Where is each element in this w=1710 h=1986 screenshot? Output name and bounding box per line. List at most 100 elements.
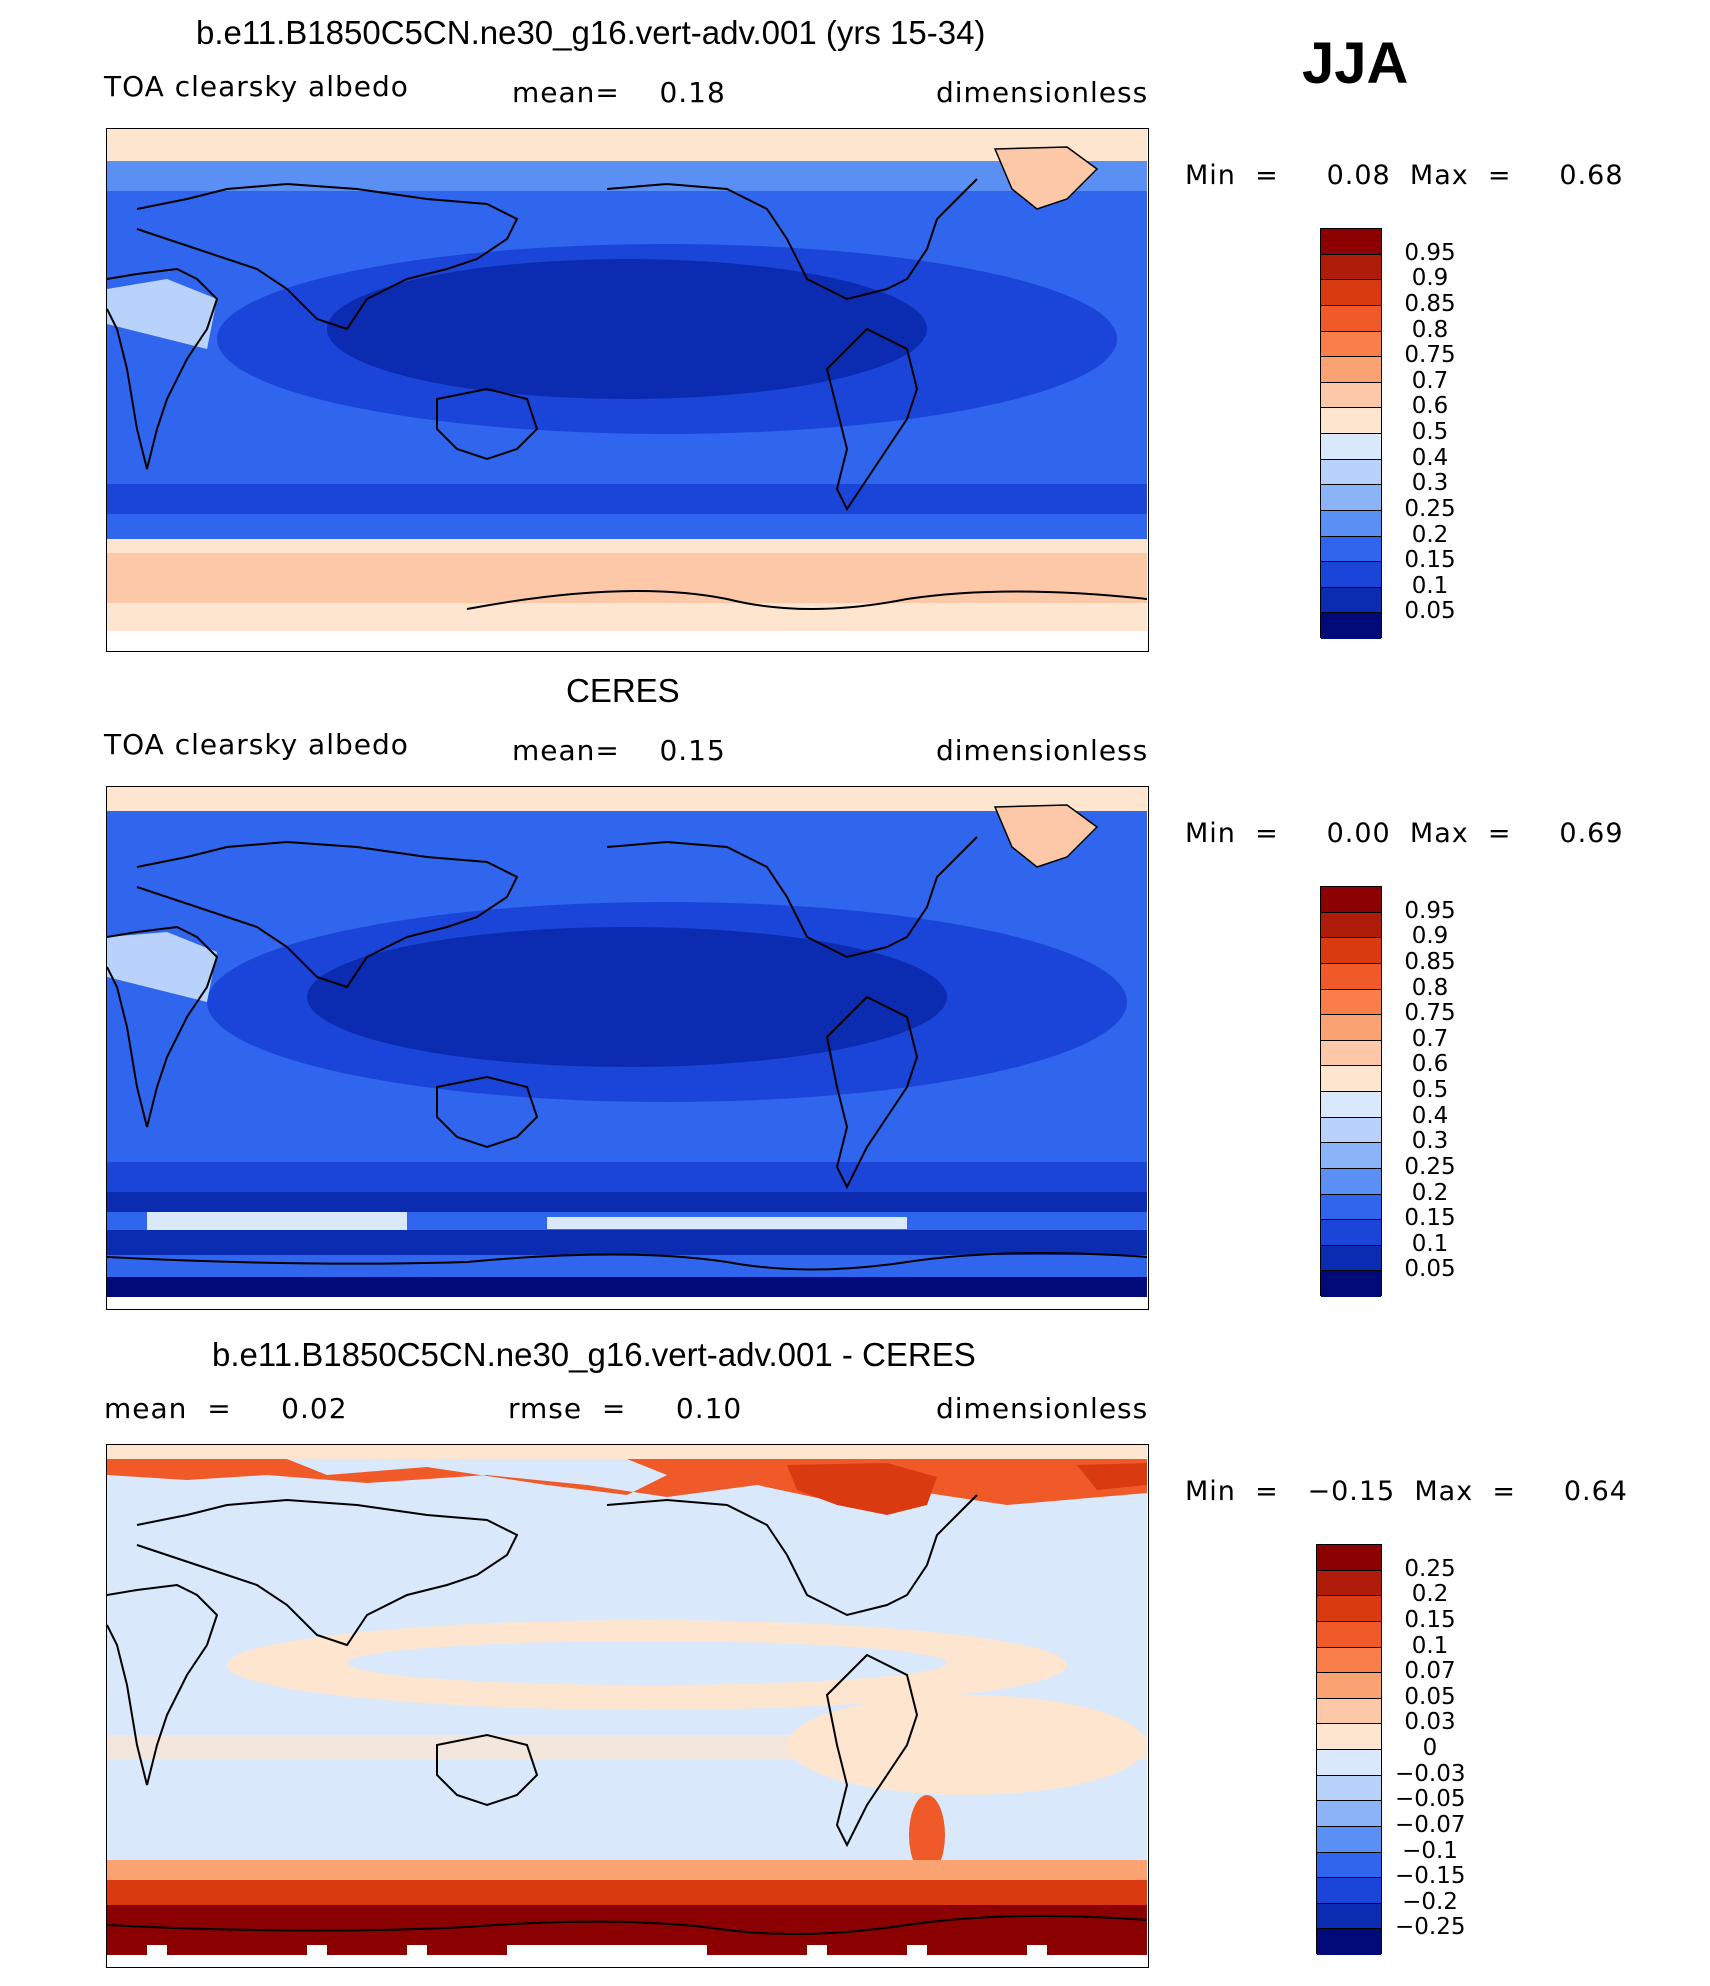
panel3-seaice-edge2 [107, 1880, 1147, 1905]
panel1-sahara-bright [107, 279, 217, 349]
colorbar-swatch [1321, 887, 1381, 913]
panel1-missing-band [107, 631, 1147, 650]
colorbar-swatch [1317, 1903, 1381, 1930]
panel3-colorbar [1316, 1544, 1382, 1955]
panel3-coastlines [107, 1494, 1147, 1935]
panel2-southern-band [107, 1162, 1147, 1192]
panel3-rmse-label: rmse = 0.10 [508, 1392, 743, 1425]
colorbar-tick-label: 0.1 [1411, 1632, 1449, 1659]
panel2-antarctic-band [107, 1255, 1147, 1277]
panel3-southern-positive [107, 1735, 1147, 1760]
colorbar-swatch [1317, 1878, 1381, 1904]
colorbar-swatch [1321, 938, 1381, 964]
colorbar-swatch [1321, 254, 1381, 281]
colorbar-tick-label: 0.3 [1411, 1128, 1449, 1155]
panel1-colorbar-labels: 0.95 0.9 0.85 0.8 0.75 0.7 0.6 0.5 0.4 0.3 0.25 0.2… [1395, 228, 1515, 638]
colorbar-swatch [1317, 1647, 1381, 1674]
panel1-map [106, 128, 1149, 652]
colorbar-swatch [1317, 1570, 1381, 1597]
panel1-pacific-low [327, 259, 927, 399]
panel2-units-label: dimensionless [936, 734, 1149, 767]
panel2-missing-band [107, 1297, 1147, 1308]
colorbar-swatch [1321, 510, 1381, 537]
colorbar-tick-label: 0.15 [1404, 1606, 1456, 1633]
colorbar-swatch [1321, 1092, 1381, 1118]
colorbar-tick-label: 0.05 [1404, 1683, 1456, 1710]
panel3-arctic-band [107, 1445, 1147, 1459]
panel3-units-label: dimensionless [936, 1392, 1149, 1425]
colorbar-tick-label: 0.8 [1411, 974, 1449, 1001]
panel2-title: CERES [566, 672, 680, 709]
colorbar-swatch [1317, 1698, 1381, 1725]
panel3-colorbar-labels: 0.25 0.2 0.15 0.1 0.07 0.05 0.03 0 −0.03 −0.05 −0.… [1395, 1544, 1515, 1954]
colorbar-swatch [1317, 1801, 1381, 1827]
panel3-minmax: Min = −0.15 Max = 0.64 [1185, 1476, 1628, 1507]
colorbar-tick-label: 0.85 [1404, 948, 1456, 975]
colorbar-swatch [1321, 1143, 1381, 1169]
colorbar-swatch [1321, 280, 1381, 306]
panel1-antarctic-interior [107, 603, 1147, 631]
panel3-mean-label: mean = 0.02 [104, 1392, 348, 1425]
panel1-units-label: dimensionless [936, 76, 1149, 109]
panel2-pacific-low [307, 927, 947, 1067]
panel1-colorbar [1320, 228, 1382, 639]
panel2-coastlines [107, 836, 1147, 1271]
colorbar-tick-label: 0.5 [1411, 1077, 1449, 1103]
colorbar-tick-label: 0.05 [1404, 1256, 1456, 1283]
colorbar-tick-label: 0.95 [1404, 239, 1456, 266]
panel2-seaice-patch1 [147, 1212, 407, 1230]
colorbar-tick-label: 0.9 [1411, 265, 1449, 292]
colorbar-swatch [1321, 382, 1381, 409]
panel3-tropic-inner [347, 1641, 947, 1685]
colorbar-swatch [1321, 1066, 1381, 1092]
colorbar-tick-label: −0.05 [1395, 1786, 1466, 1813]
colorbar-tick-label: 0.05 [1404, 598, 1456, 625]
colorbar-tick-label: 0.95 [1404, 897, 1456, 924]
panel2-arctic-band [107, 787, 1147, 811]
colorbar-swatch [1321, 1117, 1381, 1144]
panel2-sahara-bright [107, 932, 217, 1002]
colorbar-tick-label: −0.1 [1402, 1837, 1458, 1864]
colorbar-swatch [1321, 989, 1381, 1016]
colorbar-swatch [1321, 1245, 1381, 1272]
panel2-colorbar [1320, 886, 1382, 1297]
colorbar-swatch [1321, 331, 1381, 358]
colorbar-tick-label: −0.2 [1402, 1888, 1458, 1915]
colorbar-tick-label: −0.07 [1395, 1811, 1466, 1838]
colorbar-swatch [1321, 1168, 1381, 1195]
colorbar-tick-label: 0.4 [1411, 444, 1449, 471]
panel2-antarctic-dark [107, 1230, 1147, 1255]
colorbar-tick-label: 0.3 [1411, 470, 1449, 497]
panel1-minmax: Min = 0.08 Max = 0.68 [1185, 160, 1624, 191]
colorbar-swatch [1321, 587, 1381, 614]
colorbar-swatch [1321, 1015, 1381, 1041]
colorbar-swatch [1321, 536, 1381, 563]
colorbar-swatch [1321, 408, 1381, 434]
season-label: JJA [1302, 31, 1409, 96]
colorbar-swatch [1321, 305, 1381, 332]
colorbar-tick-label: 0.7 [1411, 367, 1449, 394]
colorbar-swatch [1317, 1621, 1381, 1648]
colorbar-tick-label: 0.75 [1404, 1000, 1456, 1027]
colorbar-tick-label: 0.7 [1411, 1025, 1449, 1052]
colorbar-swatch [1321, 459, 1381, 486]
colorbar-tick-label: 0.15 [1404, 547, 1456, 574]
panel2-southern-band2 [107, 1192, 1147, 1212]
colorbar-swatch [1317, 1852, 1381, 1879]
colorbar-tick-label: −0.03 [1395, 1760, 1466, 1787]
colorbar-swatch [1317, 1775, 1381, 1802]
panel3-east-positive [1077, 1463, 1147, 1490]
colorbar-tick-label: 0.07 [1404, 1658, 1456, 1685]
panel3-title: b.e11.B1850C5CN.ne30_g16.vert-adv.001 - … [212, 1336, 976, 1373]
colorbar-tick-label: 0.2 [1411, 1581, 1449, 1608]
colorbar-swatch [1321, 963, 1381, 990]
panel1-seaice-edge [107, 539, 1147, 553]
colorbar-swatch [1321, 434, 1381, 460]
panel1-southern-band [107, 484, 1147, 514]
colorbar-tick-label: 0.15 [1404, 1205, 1456, 1232]
colorbar-swatch [1321, 912, 1381, 939]
colorbar-swatch [1317, 1545, 1381, 1571]
panel1-subarctic-band [107, 161, 1147, 191]
colorbar-swatch [1321, 229, 1381, 255]
panel1-coastlines [107, 178, 1147, 610]
